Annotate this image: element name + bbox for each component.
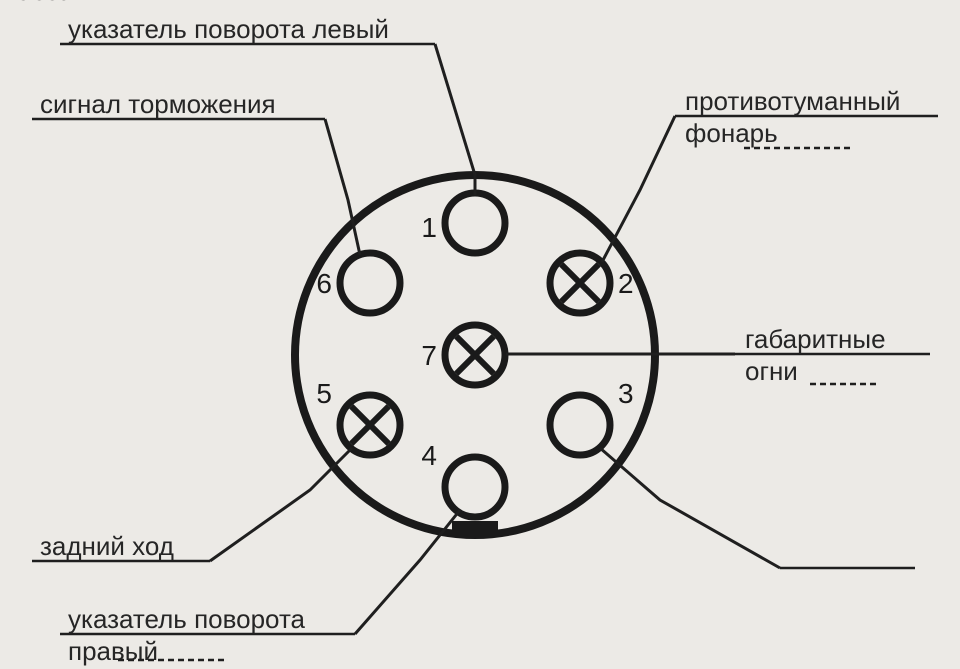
connector-key-notch <box>452 521 498 533</box>
label-pin-5-text: задний ход <box>40 531 174 561</box>
connector-diagram: 1 2 3 4 5 6 7 указатель поворота левый противоту… <box>0 0 960 669</box>
label-pin-3-text: огни <box>745 356 798 386</box>
label-pin-2-text: фонарь <box>685 118 778 148</box>
label-extra-0-text: масса <box>0 0 73 6</box>
pin-6-number: 6 <box>316 268 332 299</box>
pin-3-number: 3 <box>618 378 634 409</box>
pin-1-number: 1 <box>421 212 437 243</box>
pin-4-number: 4 <box>421 440 437 471</box>
label-pin-2-text: противотуманный <box>685 86 900 116</box>
label-pin-4-text: правый <box>68 636 158 666</box>
label-pin-1-text: указатель поворота левый <box>68 14 389 44</box>
pin-7-number: 7 <box>421 340 437 371</box>
pin-5-number: 5 <box>316 378 332 409</box>
pin-2-number: 2 <box>618 268 634 299</box>
label-pin-6-text: сигнал торможения <box>40 89 276 119</box>
label-pin-3-text: габаритные <box>745 324 886 354</box>
label-pin-4-text: указатель поворота <box>68 604 306 634</box>
